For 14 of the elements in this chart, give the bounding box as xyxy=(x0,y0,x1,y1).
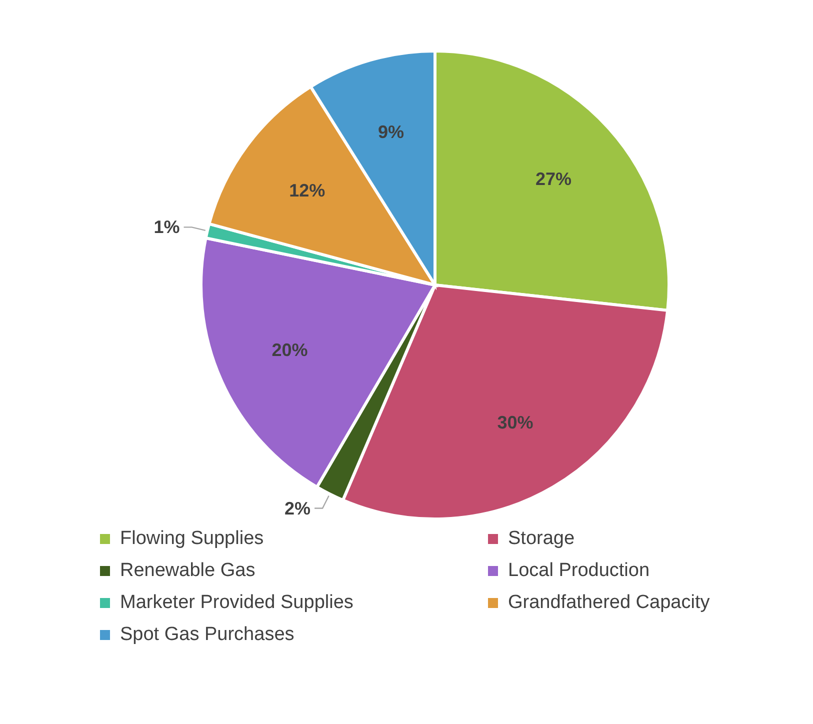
legend-label: Renewable Gas xyxy=(120,560,256,582)
legend-label: Flowing Supplies xyxy=(120,528,264,550)
data-label: 30% xyxy=(497,412,534,432)
legend-label: Storage xyxy=(508,528,575,550)
legend-label: Marketer Provided Supplies xyxy=(120,592,354,614)
data-label: 12% xyxy=(289,180,326,200)
data-label: 9% xyxy=(378,122,404,142)
data-label: 27% xyxy=(535,168,572,189)
legend-label: Local Production xyxy=(508,560,650,582)
data-label: 1% xyxy=(154,217,180,238)
legend-label: Grandfathered Capacity xyxy=(508,592,710,614)
data-label: 2% xyxy=(284,498,311,518)
data-label: 20% xyxy=(272,340,308,360)
legend-label: Spot Gas Purchases xyxy=(120,624,294,646)
